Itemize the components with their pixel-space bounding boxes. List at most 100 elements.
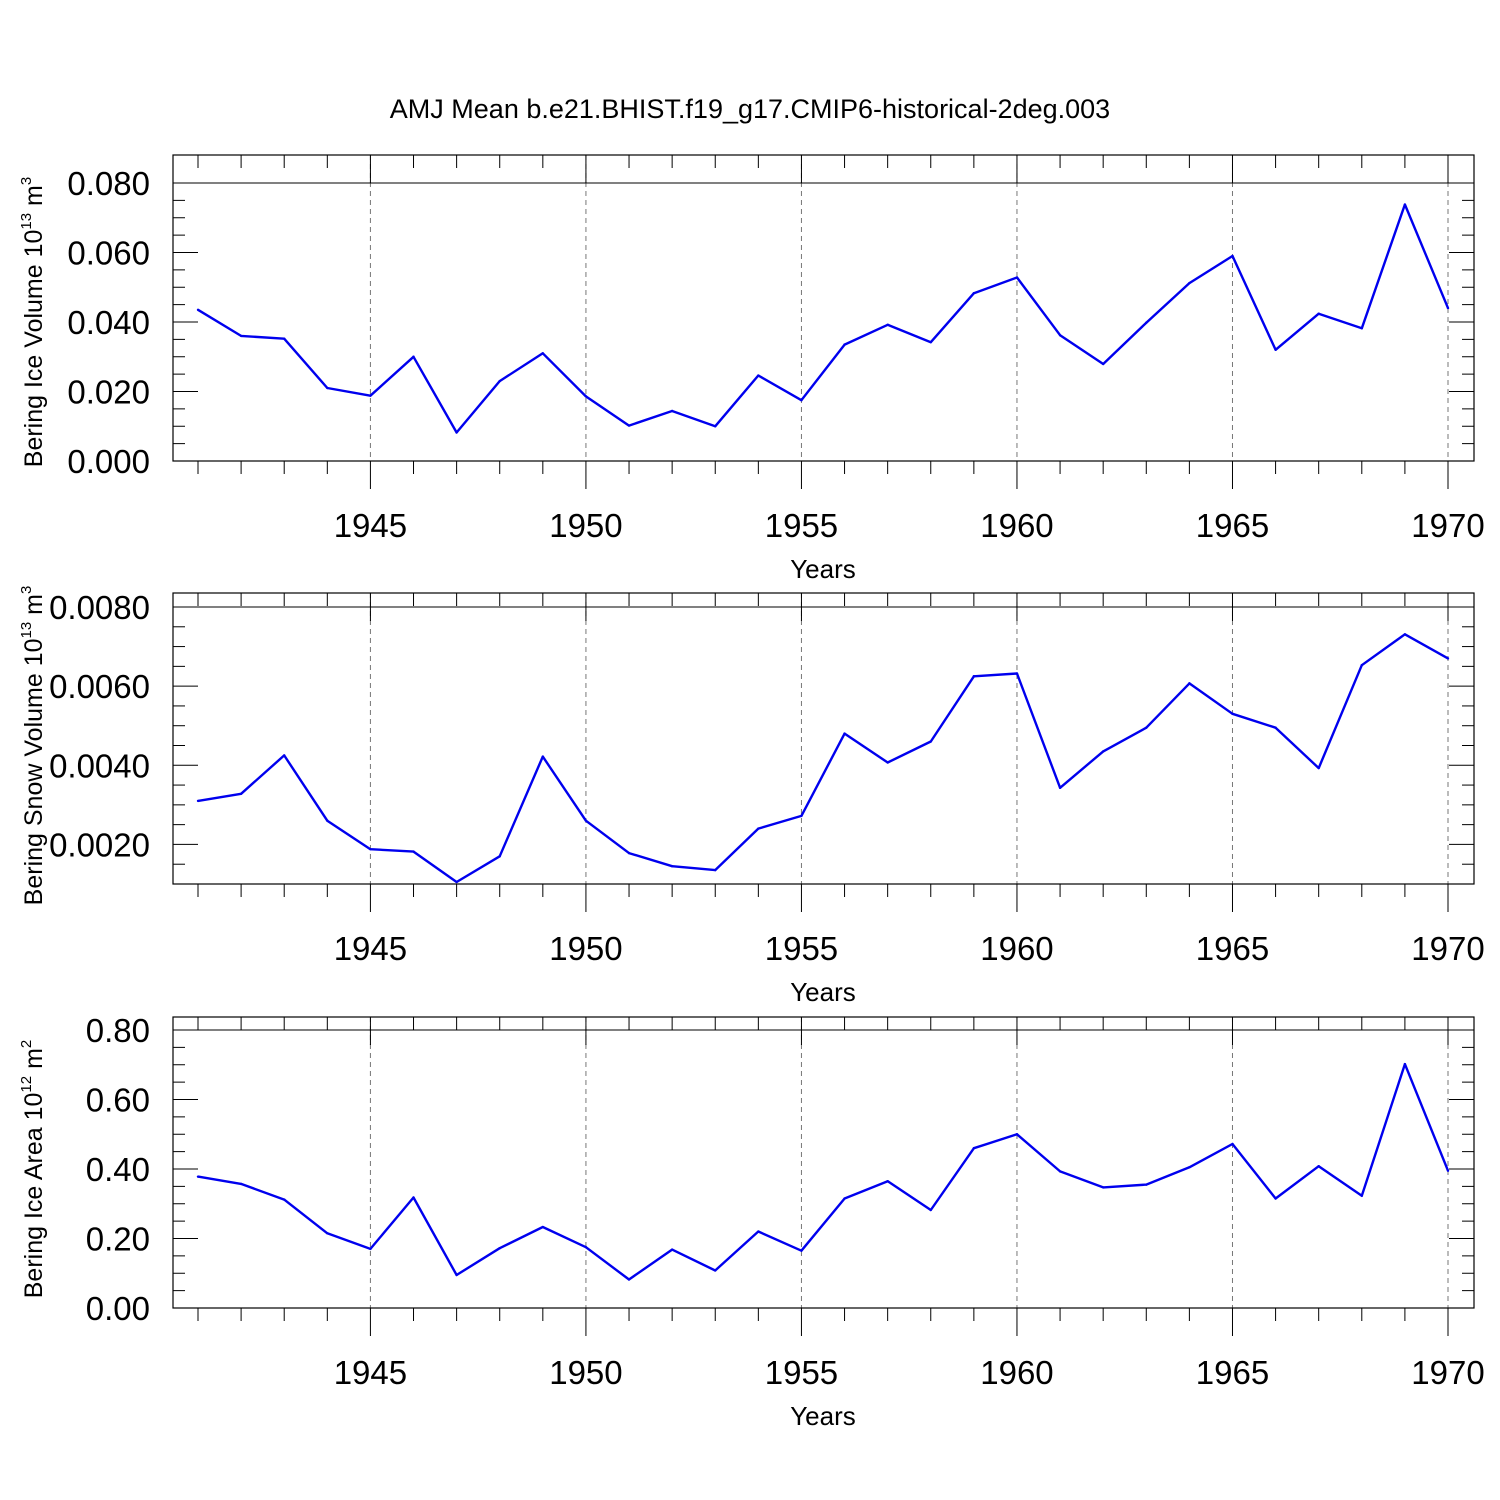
x-tick-label: 1955 [765,1354,838,1391]
plot-frame [172,592,1475,885]
x-axis-label: Years [790,554,856,584]
data-point [1360,1194,1363,1197]
x-tick-label: 1960 [980,1354,1053,1391]
data-point [412,355,415,358]
data-point [714,868,717,872]
data-point [1015,276,1019,279]
y-tick-label: 0.040 [67,304,150,341]
data-point [1403,1062,1407,1066]
data-point [1101,750,1105,753]
y-tick-label: 0.060 [67,235,150,272]
data-point [455,1273,458,1277]
data-point [757,374,760,377]
panel-1: 1945 1950 1955 1960 1965 1970 0.000 0.020 0.040 0… [18,154,1485,584]
data-point [1274,348,1277,351]
data-point [1058,1170,1062,1173]
data-point [886,323,889,326]
data-point [972,1146,976,1150]
data-point [757,1230,760,1233]
x-axis-label: Years [790,977,856,1007]
data-point [498,855,501,858]
data-point [196,1175,200,1178]
panel-3: 1945 1950 1955 1960 1965 1970 0.00 0.20 0.40 0.60… [18,1012,1485,1431]
plot-frame [172,1016,1475,1309]
data-point [843,1197,846,1200]
y-axis-label: Bering Ice Area 1012 m2 [18,1040,48,1299]
data-point [1145,1183,1148,1186]
data-point [584,395,588,398]
data-point [929,1208,932,1212]
data-point [1188,281,1191,285]
y-tick-label: 0.60 [86,1082,150,1119]
x-tick-label: 1945 [334,1354,407,1391]
data-point [541,352,545,355]
data-point [670,1248,674,1251]
data-point [1188,682,1191,685]
data-point [1101,362,1105,366]
x-tick-label: 1970 [1411,507,1484,544]
data-point [283,754,286,757]
y-tick-label: 0.0040 [49,747,150,784]
y-tick-label: 0.080 [67,165,150,202]
data-point [239,334,243,338]
data-point [1360,327,1363,330]
data-point [584,1245,588,1249]
data-point [1231,254,1234,258]
data-point [369,847,372,851]
data-point [929,340,932,344]
data-point [1403,633,1407,636]
data-point [627,851,631,855]
y-tick-label: 0.40 [86,1151,150,1188]
data-point [326,386,329,390]
x-tick-label: 1970 [1411,930,1484,967]
data-point [1058,334,1062,337]
y-tick-label: 0.80 [86,1012,150,1049]
data-point [1231,712,1234,716]
x-axis-label: Years [790,1401,856,1431]
data-point [670,864,674,868]
x-tick-label: 1970 [1411,1354,1484,1391]
data-point [196,308,200,312]
data-point [239,792,243,795]
y-tick-label: 0.020 [67,374,150,411]
y-axis-label: Bering Snow Volume 1013 m3 [18,586,48,906]
data-point [498,379,501,383]
data-point [972,291,976,295]
data-point [1317,1165,1320,1168]
x-tick-label: 1945 [334,930,407,967]
figure-title: AMJ Mean b.e21.BHIST.f19_g17.CMIP6-histo… [390,94,1110,124]
data-point [1015,672,1019,675]
data-point [369,394,372,397]
series-line [197,203,1450,434]
y-tick-label: 0.0060 [49,668,150,705]
data-point [843,732,846,735]
data-point [1360,663,1363,667]
x-tick-label: 1950 [549,507,622,544]
data-point [670,409,674,413]
data-point [714,1269,717,1272]
data-point [541,755,545,758]
data-point [326,819,329,822]
data-point [1145,321,1148,324]
data-point [1446,657,1450,660]
x-tick-label: 1945 [334,507,407,544]
data-point [1058,786,1062,790]
y-tick-label: 0.0020 [49,826,150,863]
data-point [1101,1186,1105,1189]
data-point [283,1198,286,1201]
data-point [283,337,286,340]
data-point [1317,766,1320,770]
x-tick-label: 1965 [1196,930,1269,967]
data-point [1231,1142,1234,1146]
x-tick-label: 1955 [765,930,838,967]
data-point [757,827,760,830]
y-axis-label: Bering Ice Volume 1013 m3 [18,177,48,467]
data-point [1317,312,1320,315]
data-point [1015,1133,1019,1136]
data-point [369,1247,372,1251]
data-point [584,819,588,822]
data-point [455,880,458,884]
data-point [412,1196,415,1199]
data-point [843,343,846,346]
